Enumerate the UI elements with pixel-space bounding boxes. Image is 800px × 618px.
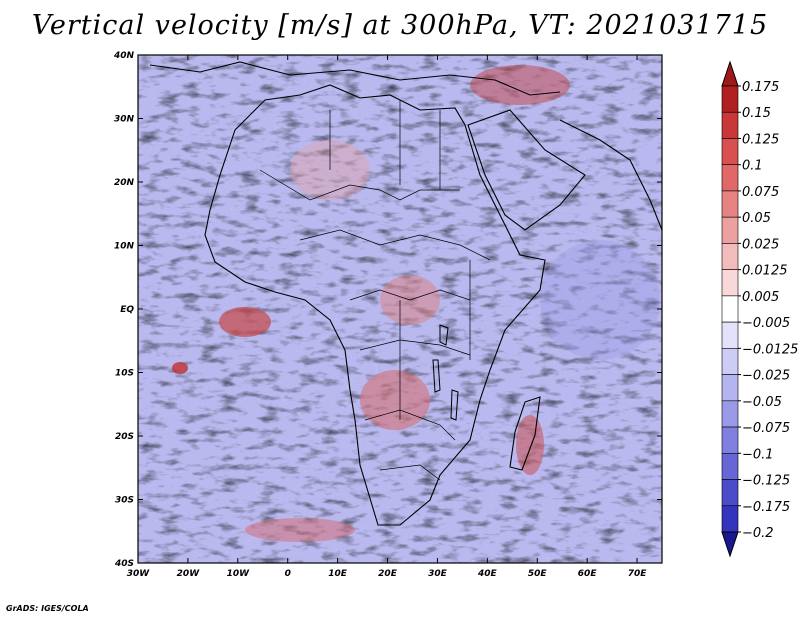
- coastlines-and-borders: [149, 61, 662, 526]
- colorbar-segment: [721, 190, 739, 218]
- colorbar: 0.175 0.15 0.125 0.1 0.075 0.05 0.025 0.0125 0.0…: [721, 60, 798, 558]
- lon-tick-label: 0: [285, 569, 291, 579]
- colorbar-label: 0.15: [742, 106, 771, 121]
- colorbar-segment: [721, 505, 739, 533]
- colorbar-label: −0.0125: [742, 342, 798, 357]
- lakes: [432, 324, 459, 421]
- colorbar-label: −0.075: [742, 421, 790, 436]
- colorbar-label: 0.075: [742, 185, 779, 200]
- lat-tick-label: 20S: [115, 432, 134, 442]
- lon-tick-label: 30E: [428, 569, 448, 579]
- lon-tick-label: 70E: [628, 569, 648, 579]
- colorbar-segment: [721, 216, 739, 244]
- colorbar-label: −0.125: [742, 474, 790, 489]
- lon-tick-label: 50E: [528, 569, 548, 579]
- colorbar-label: 0.05: [742, 211, 771, 226]
- colorbar-segment: [721, 295, 739, 323]
- colorbar-segment: [721, 85, 739, 113]
- colorbar-label: −0.05: [742, 395, 782, 410]
- lat-tick-label: 40S: [114, 559, 134, 569]
- colorbar-segment: [721, 111, 739, 139]
- madagascar: [509, 396, 541, 471]
- lat-tick-label: 40N: [113, 51, 135, 61]
- lon-tick-label: 40E: [477, 569, 498, 579]
- colorbar-label: −0.1: [742, 447, 774, 462]
- colorbar-segment: [721, 452, 739, 480]
- lat-tick-label: 20N: [114, 178, 135, 188]
- colorbar-segment: [721, 426, 739, 454]
- europe-coast: [149, 61, 561, 96]
- lon-tick-label: 20W: [177, 569, 201, 579]
- colorbar-label: 0.005: [742, 290, 779, 305]
- chart-title: Vertical velocity [m/s] at 300hPa, VT: 2…: [31, 10, 769, 41]
- lat-tick-label: 30S: [115, 496, 134, 506]
- colorbar-label: −0.175: [742, 500, 790, 515]
- colorbar-segment: [721, 269, 739, 297]
- colorbar-segment: [721, 374, 739, 402]
- lon-tick-label: 60E: [578, 569, 598, 579]
- colorbar-label: −0.2: [742, 526, 774, 541]
- colorbar-label: 0.1: [742, 159, 763, 174]
- colorbar-label: −0.005: [742, 316, 790, 331]
- colorbar-label: 0.125: [742, 132, 779, 147]
- colorbar-segment: [721, 321, 739, 349]
- colorbar-label: 0.025: [742, 237, 779, 252]
- colorbar-segment: [721, 479, 739, 507]
- grads-credit: GrADS: IGES/COLA: [6, 604, 89, 613]
- lon-tick-label: 10W: [227, 569, 251, 579]
- colorbar-segment: [721, 243, 739, 270]
- arabian-peninsula: [467, 109, 586, 231]
- colorbar-label: 0.175: [742, 80, 779, 95]
- lat-tick-label: 30N: [114, 115, 135, 125]
- colorbar-segment: [721, 138, 739, 166]
- colorbar-segment: [721, 348, 739, 375]
- colorbar-segment: [721, 400, 739, 428]
- colorbar-top-arrow: [721, 60, 739, 87]
- border-lines: [259, 100, 491, 481]
- lat-tick-label: EQ: [120, 305, 134, 315]
- colorbar-segment: [721, 164, 739, 192]
- lon-tick-label: 10E: [328, 569, 348, 579]
- africa-coastline: [204, 84, 546, 526]
- colorbar-label: −0.025: [742, 369, 790, 384]
- asia-coast: [559, 119, 662, 231]
- lon-tick-label: 20E: [378, 569, 398, 579]
- colorbar-label: 0.0125: [742, 264, 788, 279]
- lon-tick-label: 30W: [127, 569, 151, 579]
- lat-tick-label: 10N: [114, 242, 135, 252]
- colorbar-bottom-arrow: [721, 531, 739, 558]
- lat-tick-label: 10S: [115, 369, 134, 379]
